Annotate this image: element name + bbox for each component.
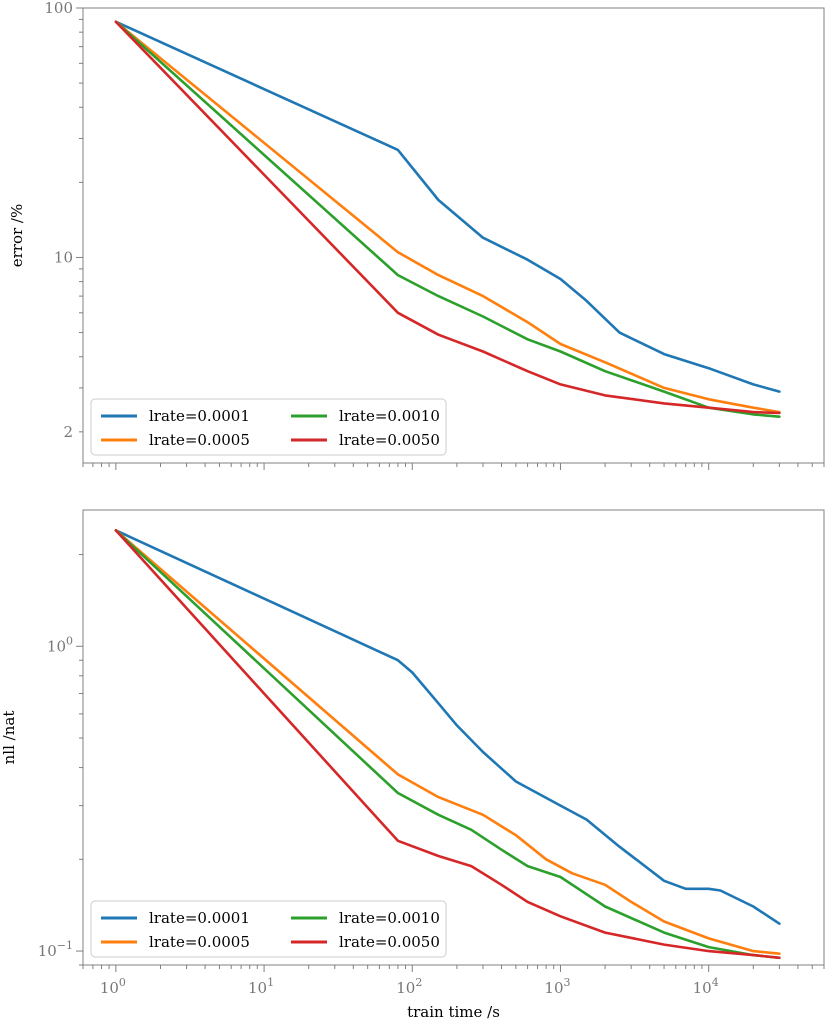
error-panel: 100 10 2 error /% lrate=0.0001 lrate=0.0005 lr… [8, 0, 825, 470]
series-line-lrate-0-0001 [114, 20, 781, 393]
x-tick-label: 100 [100, 976, 126, 997]
series-line-lrate-0-0010 [114, 529, 781, 960]
legend-label: lrate=0.0010 [339, 909, 440, 927]
y-axis-label: error /% [8, 204, 26, 268]
y-tick-label: 10 [54, 248, 73, 266]
legend-label: lrate=0.0001 [149, 909, 250, 927]
axes-frame [82, 7, 825, 464]
series-line-lrate-0-0050 [114, 20, 781, 415]
legend-label: lrate=0.0050 [339, 431, 440, 449]
legend-label: lrate=0.0005 [149, 933, 250, 951]
y-tick-label: 10−1 [38, 939, 73, 960]
series-line-lrate-0-0005 [114, 529, 781, 956]
x-tick-label: 104 [693, 976, 719, 997]
legend-label: lrate=0.0010 [339, 407, 440, 425]
y-axis-label: nll /nat [0, 711, 18, 765]
x-tick-label: 102 [396, 976, 422, 997]
series-line-lrate-0-0005 [114, 20, 781, 414]
legend-label: lrate=0.0050 [339, 933, 440, 951]
legend-box [90, 398, 447, 456]
series-line-lrate-0-0050 [114, 529, 781, 960]
nll-panel: 100 10−1 100 101 102 103 104 nll /nat train time… [0, 509, 825, 1021]
y-tick-label: 100 [44, 0, 73, 17]
series-line-lrate-0-0010 [114, 20, 781, 419]
x-axis-label: train time /s [407, 1003, 500, 1021]
x-tick-label: 101 [248, 976, 274, 997]
y-tick-label: 2 [63, 423, 73, 441]
axes-frame [82, 509, 825, 966]
legend-label: lrate=0.0001 [149, 407, 250, 425]
y-tick-label: 100 [47, 634, 73, 655]
legend-box [90, 900, 447, 958]
series-line-lrate-0-0001 [114, 529, 781, 926]
legend-label: lrate=0.0005 [149, 431, 250, 449]
x-tick-label: 103 [544, 976, 570, 997]
